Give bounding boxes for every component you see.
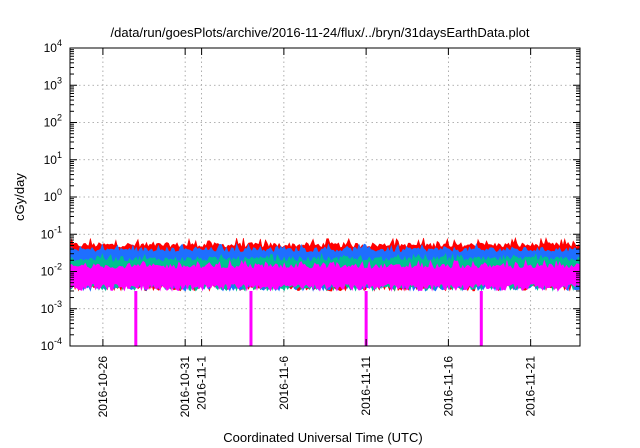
y-tick-label: 10-4 bbox=[41, 336, 62, 353]
y-tick-label: 10-2 bbox=[41, 262, 62, 279]
chart-title: /data/run/goesPlots/archive/2016-11-24/f… bbox=[111, 25, 530, 40]
x-tick-label: 2016-11-16 bbox=[441, 356, 455, 417]
y-tick-label: 10-1 bbox=[41, 224, 62, 241]
y-axis-label: cGy/day bbox=[12, 173, 27, 221]
y-tick-label: 103 bbox=[44, 75, 62, 92]
y-tick-label: 102 bbox=[44, 113, 62, 130]
y-tick-label: 100 bbox=[44, 187, 62, 204]
x-tick-label: 2016-11-11 bbox=[359, 356, 373, 416]
dropout-spike bbox=[134, 290, 138, 346]
x-tick-label: 2016-10-26 bbox=[96, 356, 110, 418]
dropout-spike bbox=[479, 290, 483, 346]
x-axis: 2016-10-26 2016-10-31 2016-11-1 2016-11-6 20… bbox=[96, 48, 538, 417]
y-axis: 10-4 10-3 10-2 10-1 100 101 102 103 104 bbox=[41, 38, 580, 353]
x-axis-label: Coordinated Universal Time (UTC) bbox=[223, 430, 422, 445]
dropout-spike bbox=[249, 290, 253, 346]
grid bbox=[70, 48, 580, 346]
y-tick-label: 10-3 bbox=[41, 299, 62, 316]
x-tick-label: 2016-11-21 bbox=[524, 356, 538, 417]
series-layer bbox=[69, 236, 581, 293]
y-tick-label: 104 bbox=[44, 38, 62, 55]
x-tick-label: 2016-11-6 bbox=[277, 356, 291, 410]
dropout-layer bbox=[134, 290, 483, 346]
x-tick-label: 2016-10-31 bbox=[178, 356, 192, 418]
dropout-spike bbox=[364, 290, 368, 346]
x-tick-label: 2016-11-1 bbox=[195, 356, 209, 410]
y-tick-label: 101 bbox=[44, 150, 62, 167]
